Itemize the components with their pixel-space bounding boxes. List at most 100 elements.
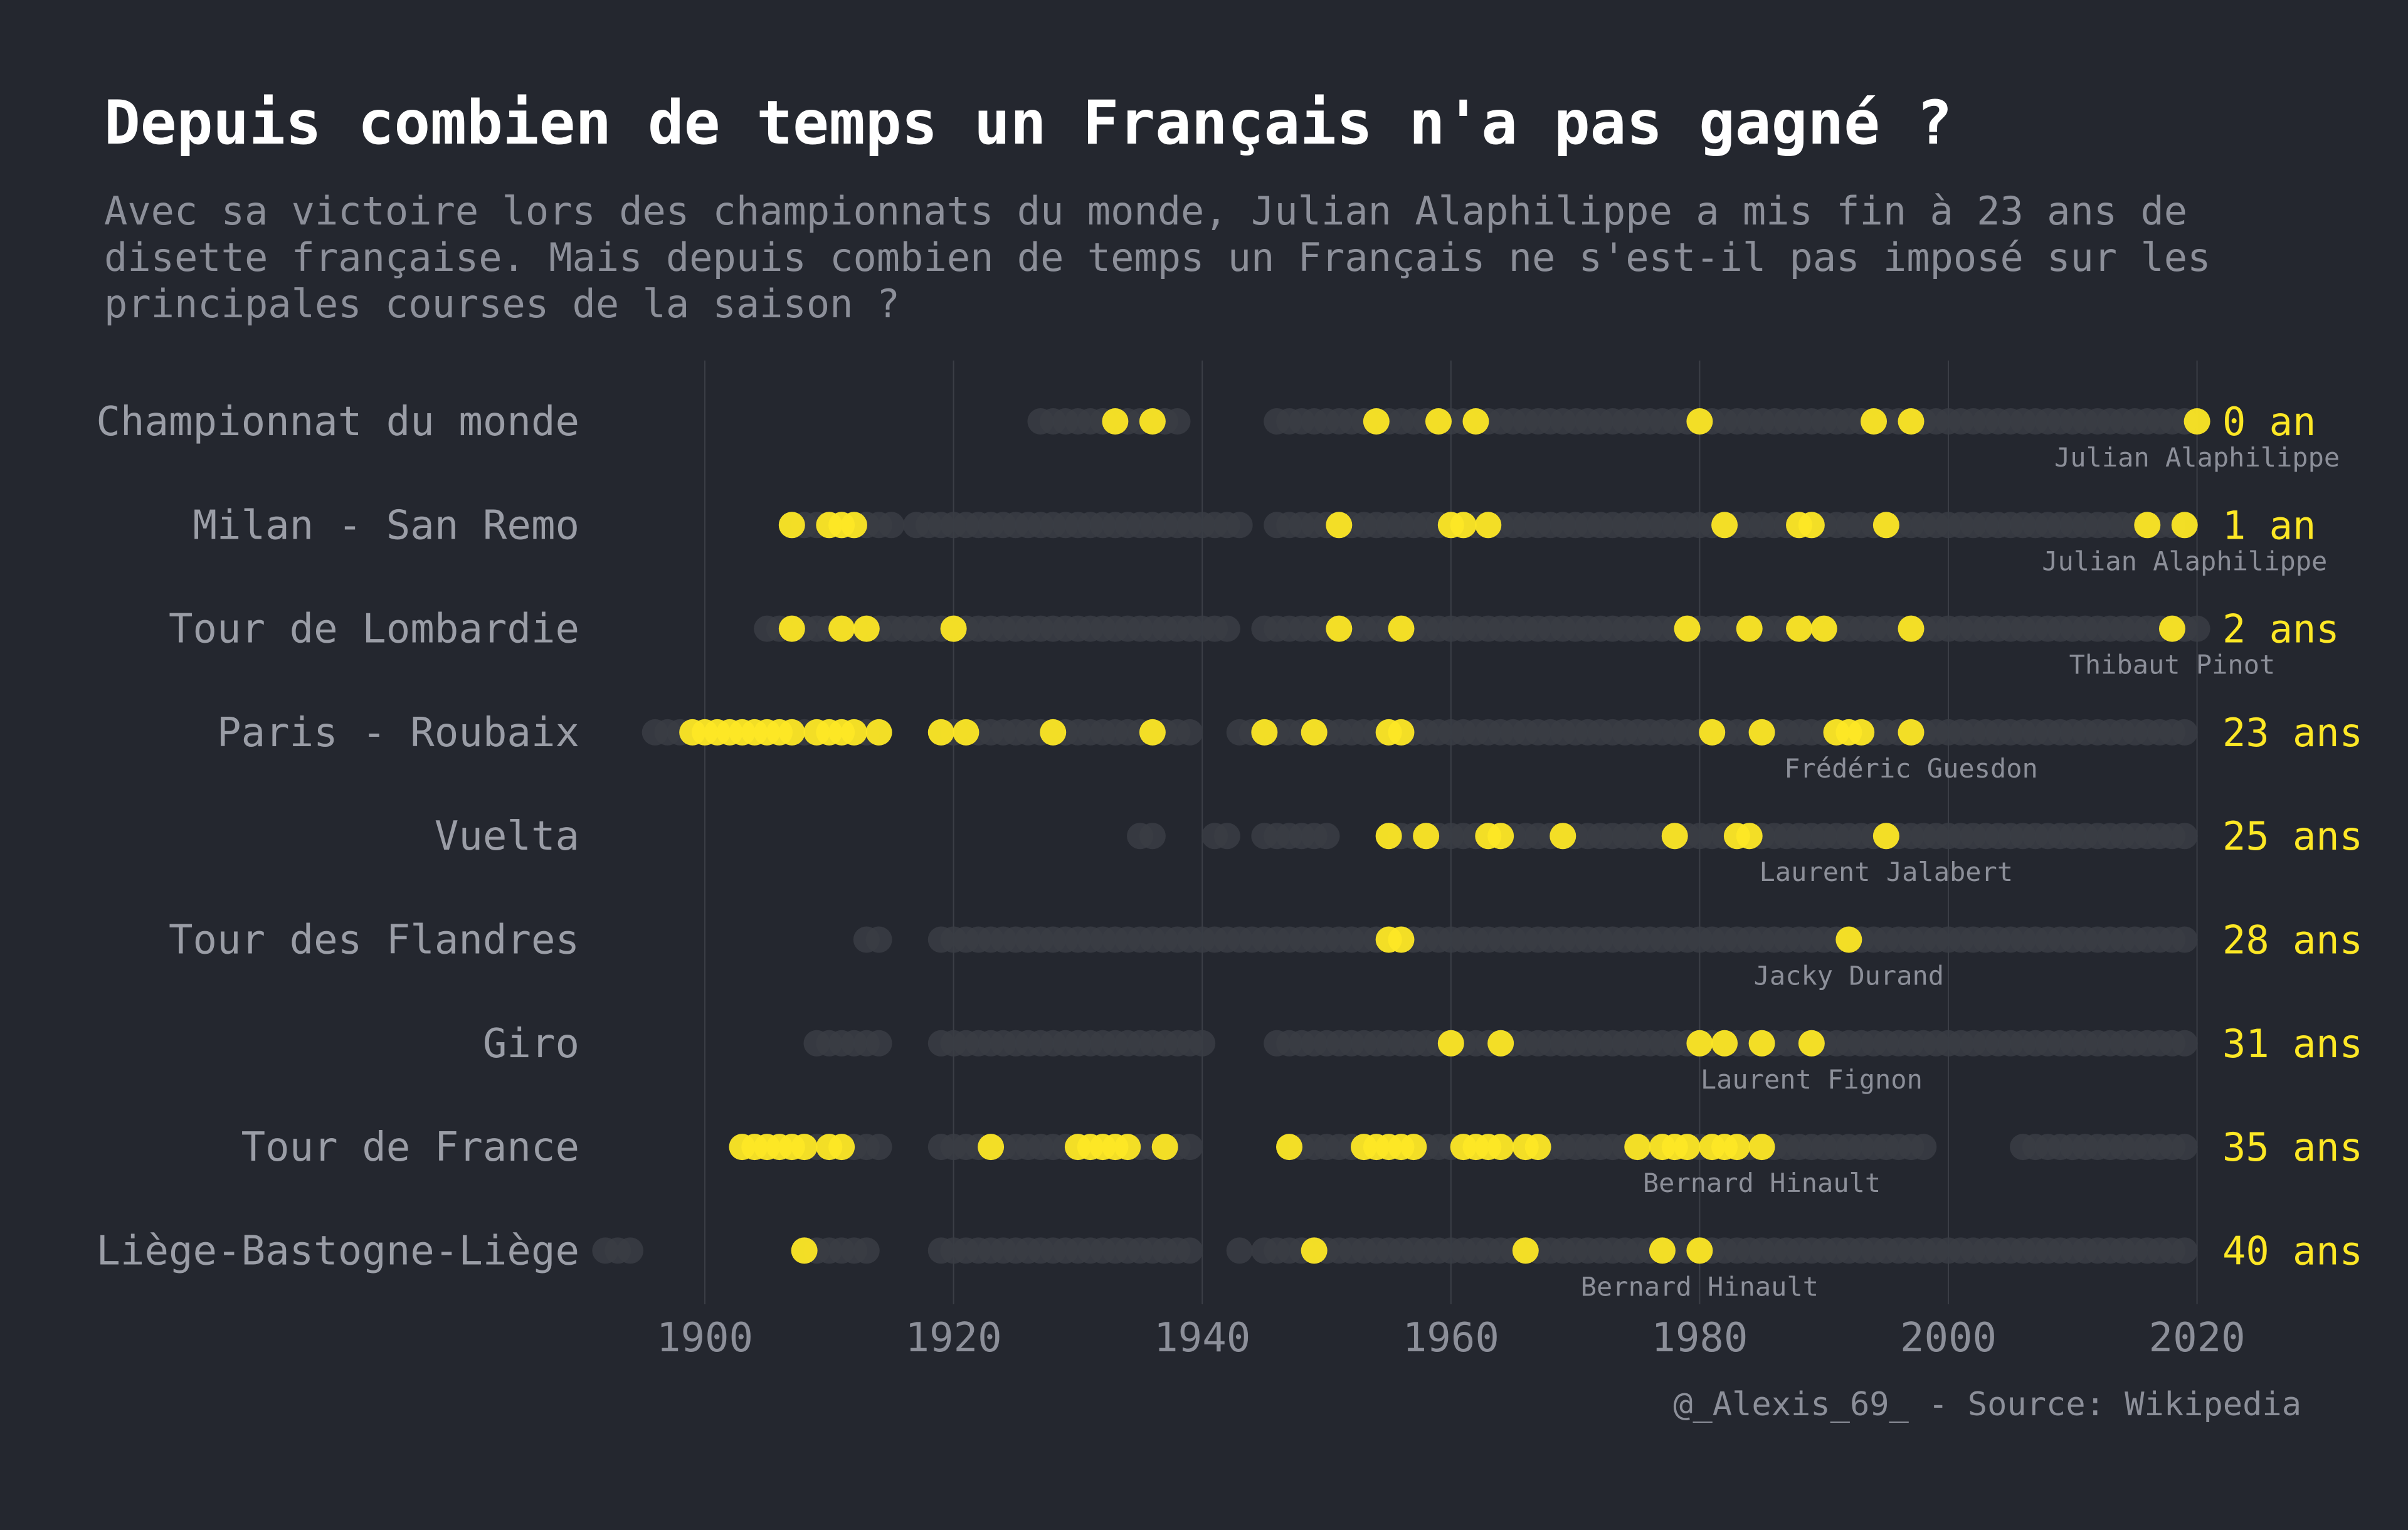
win-dot [1686,1030,1713,1057]
win-dot [791,1237,818,1264]
race-label: Tour de France [241,1124,579,1171]
win-dot [1450,512,1477,539]
edition-dot [2171,1237,2198,1264]
win-dot [1301,1237,1328,1264]
win-dot [1326,615,1353,642]
x-axis: 1900 1920 1940 1960 1980 2000 2020 [657,1315,2246,1361]
race-label: Liège-Bastogne-Liège [96,1228,579,1274]
years-since-label: 28 ans [2222,917,2363,963]
years-since-label: 31 ans [2222,1021,2363,1067]
x-tick-label: 2000 [1900,1315,1997,1361]
years-since-label: 0 an [2222,399,2316,445]
win-dot [1363,408,1390,435]
win-dot [1649,1237,1676,1264]
last-winner-label: Bernard Hinault [1581,1271,1819,1302]
win-dot [978,1134,1005,1161]
win-dot [1388,615,1415,642]
chart-subtitle: Avec sa victoire lors des championnats d… [104,188,2211,327]
x-tick-label: 1920 [906,1315,1002,1361]
win-dot [1326,512,1353,539]
win-dot [1276,1134,1303,1161]
win-dot [1524,1134,1551,1161]
win-dot [1462,408,1489,435]
years-since-label: 35 ans [2222,1124,2363,1170]
chart-title: Depuis combien de temps un Français n'a … [104,88,1953,158]
edition-dot [617,1237,644,1264]
win-dot [1711,1030,1738,1057]
win-dot [1748,1030,1775,1057]
win-dot [1898,408,1925,435]
win-dot [853,615,880,642]
edition-dot [1176,719,1203,746]
win-dot [1711,512,1738,539]
win-dot [1487,823,1514,850]
edition-dot [853,1237,880,1264]
win-dot [1301,719,1328,746]
edition-dot [865,926,892,953]
race-label: Vuelta [435,813,579,860]
last-winner-label: Bernard Hinault [1643,1168,1881,1198]
win-dot [1810,615,1837,642]
win-dot [1487,1030,1514,1057]
edition-dot [2171,1134,2198,1161]
win-dot [778,615,805,642]
win-dot [1798,1030,1825,1057]
years-since-label: 25 ans [2222,813,2363,859]
win-dot [1872,512,1899,539]
edition-dot [1226,1237,1253,1264]
win-dot [778,512,805,539]
race-label: Paris - Roubaix [217,710,579,756]
win-dot [1686,1237,1713,1264]
edition-dot [2171,719,2198,746]
years-since-label: 40 ans [2222,1228,2363,1274]
win-dot [1748,719,1775,746]
win-dot [828,615,855,642]
win-dot [1798,512,1825,539]
win-dot [1102,408,1129,435]
win-dot [1686,408,1713,435]
edition-dot [865,1134,892,1161]
last-winner-label: Laurent Fignon [1701,1064,1923,1095]
win-dot [1151,1134,1178,1161]
win-dot [1139,719,1166,746]
edition-dot [2171,926,2198,953]
win-dot [953,719,980,746]
edition-dot [1176,1134,1203,1161]
win-dot [1375,823,1402,850]
win-dot [1748,1134,1775,1161]
edition-dot [1313,823,1340,850]
win-dot [2184,408,2210,435]
win-dot [1114,1134,1141,1161]
x-tick-label: 1960 [1403,1315,1499,1361]
x-tick-label: 1980 [1651,1315,1748,1361]
last-winner-label: Frédéric Guesdon [1784,753,2038,784]
win-dot [1251,719,1278,746]
win-dot [1872,823,1899,850]
race-label: Tour de Lombardie [169,606,579,653]
race-label: Tour des Flandres [169,917,579,964]
win-dot [1835,926,1862,953]
win-dot [1723,1134,1750,1161]
x-tick-label: 1940 [1154,1315,1250,1361]
last-winner-label: Laurent Jalabert [1760,857,2014,887]
last-winner-label: Thibaut Pinot [2069,650,2276,680]
win-dot [2158,615,2185,642]
win-dot [2171,512,2198,539]
win-dot [828,1134,855,1161]
win-dot [1400,1134,1427,1161]
win-dot [1487,1134,1514,1161]
win-dot [1898,615,1925,642]
win-dot [1413,823,1440,850]
win-dot [1674,615,1701,642]
win-dot [1861,408,1888,435]
win-dot [1624,1134,1651,1161]
edition-dot [1176,1237,1203,1264]
edition-dot [1164,408,1191,435]
win-dot [1388,926,1415,953]
edition-dot [1139,823,1166,850]
last-winner-label: Julian Alaphilippe [2042,546,2327,576]
win-dot [1736,615,1763,642]
edition-dot [878,512,905,539]
years-since-label: 1 an [2222,502,2316,548]
win-dot [1661,823,1688,850]
